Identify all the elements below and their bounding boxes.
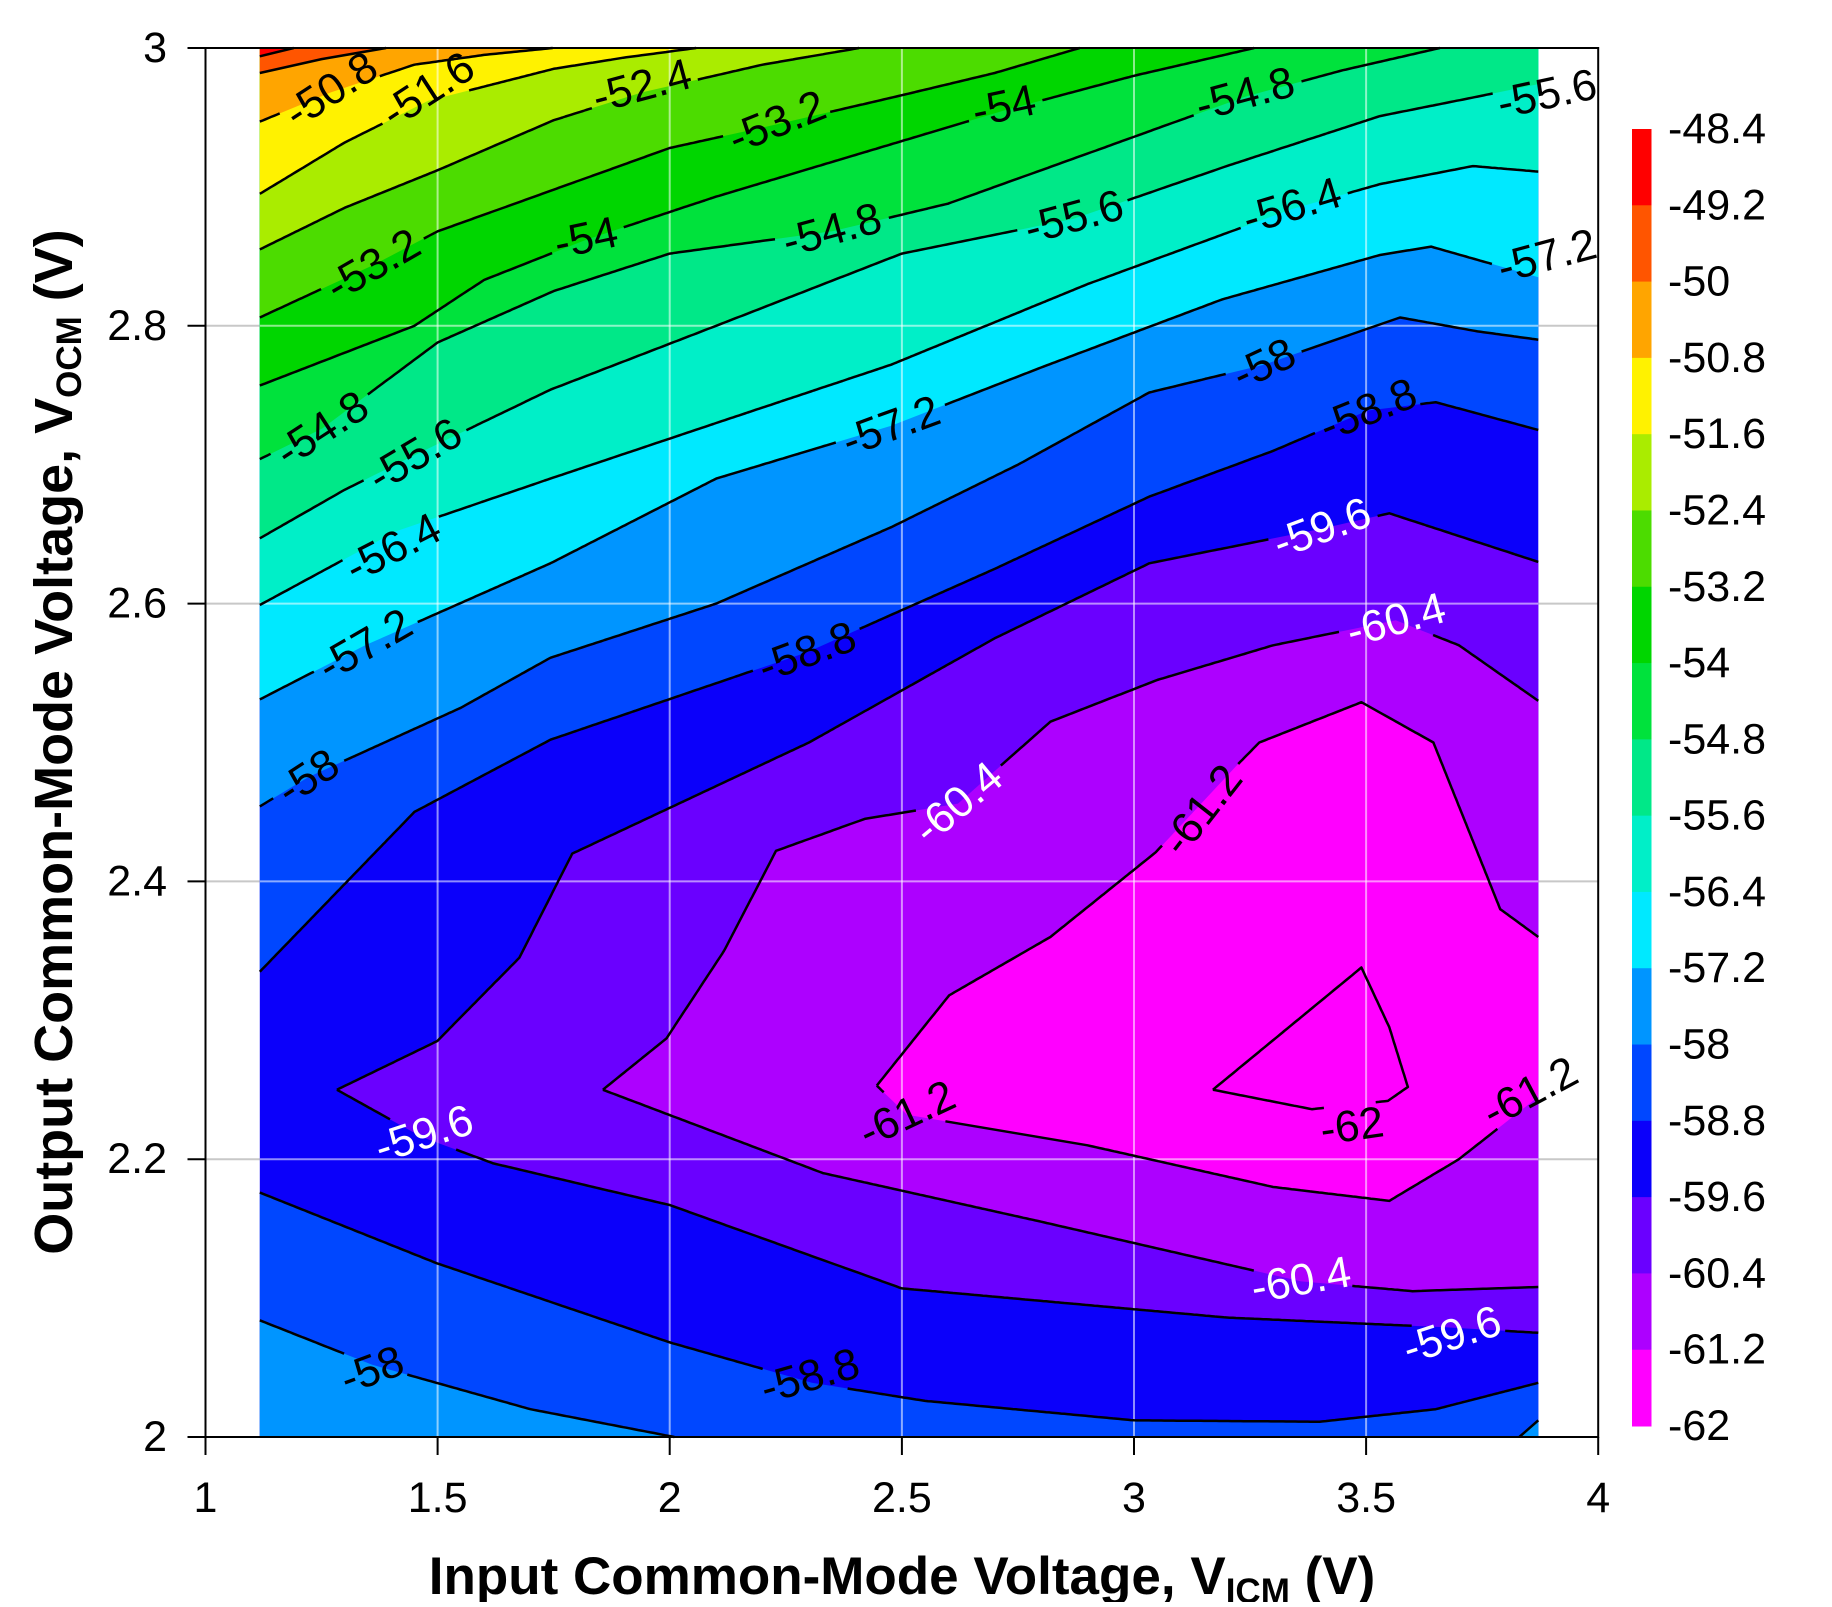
svg-text:3: 3	[1122, 1474, 1146, 1522]
svg-text:2.2: 2.2	[107, 1135, 167, 1183]
svg-text:-62: -62	[1668, 1402, 1730, 1450]
svg-text:2.6: 2.6	[107, 580, 167, 628]
svg-text:Input Common-Mode Voltage, VIC: Input Common-Mode Voltage, VICM (V)	[429, 1547, 1375, 1602]
svg-text:-50.8: -50.8	[1668, 334, 1766, 382]
svg-text:2: 2	[658, 1474, 682, 1522]
svg-text:-62: -62	[1317, 1097, 1387, 1154]
svg-text:-49.2: -49.2	[1668, 181, 1766, 229]
svg-text:-58: -58	[1668, 1021, 1730, 1069]
svg-text:-58.8: -58.8	[1668, 1097, 1766, 1145]
svg-text:-53.2: -53.2	[1668, 563, 1766, 611]
svg-text:-48.4: -48.4	[1668, 105, 1766, 153]
svg-text:-52.4: -52.4	[1668, 487, 1766, 535]
svg-text:-54: -54	[1668, 639, 1730, 687]
svg-text:2: 2	[143, 1413, 167, 1461]
svg-text:1: 1	[194, 1474, 218, 1522]
svg-text:1.5: 1.5	[408, 1474, 468, 1522]
svg-text:-51.6: -51.6	[1668, 410, 1766, 458]
svg-text:-55.6: -55.6	[1668, 792, 1766, 840]
svg-text:-50: -50	[1668, 258, 1730, 306]
svg-text:-60.4: -60.4	[1668, 1249, 1766, 1297]
svg-text:-61.2: -61.2	[1668, 1326, 1766, 1374]
svg-text:-56.4: -56.4	[1668, 868, 1766, 916]
svg-text:Output Common-Mode Voltage, VO: Output Common-Mode Voltage, VOCM (V)	[24, 229, 89, 1255]
svg-text:4: 4	[1586, 1474, 1610, 1522]
svg-text:2.5: 2.5	[872, 1474, 932, 1522]
svg-text:-59.6: -59.6	[1668, 1173, 1766, 1221]
svg-text:2.8: 2.8	[107, 302, 167, 350]
svg-text:2.4: 2.4	[107, 857, 167, 905]
svg-text:-54.8: -54.8	[1668, 715, 1766, 763]
svg-text:3.5: 3.5	[1336, 1474, 1396, 1522]
svg-text:-57.2: -57.2	[1668, 944, 1766, 992]
svg-text:3: 3	[143, 24, 167, 72]
